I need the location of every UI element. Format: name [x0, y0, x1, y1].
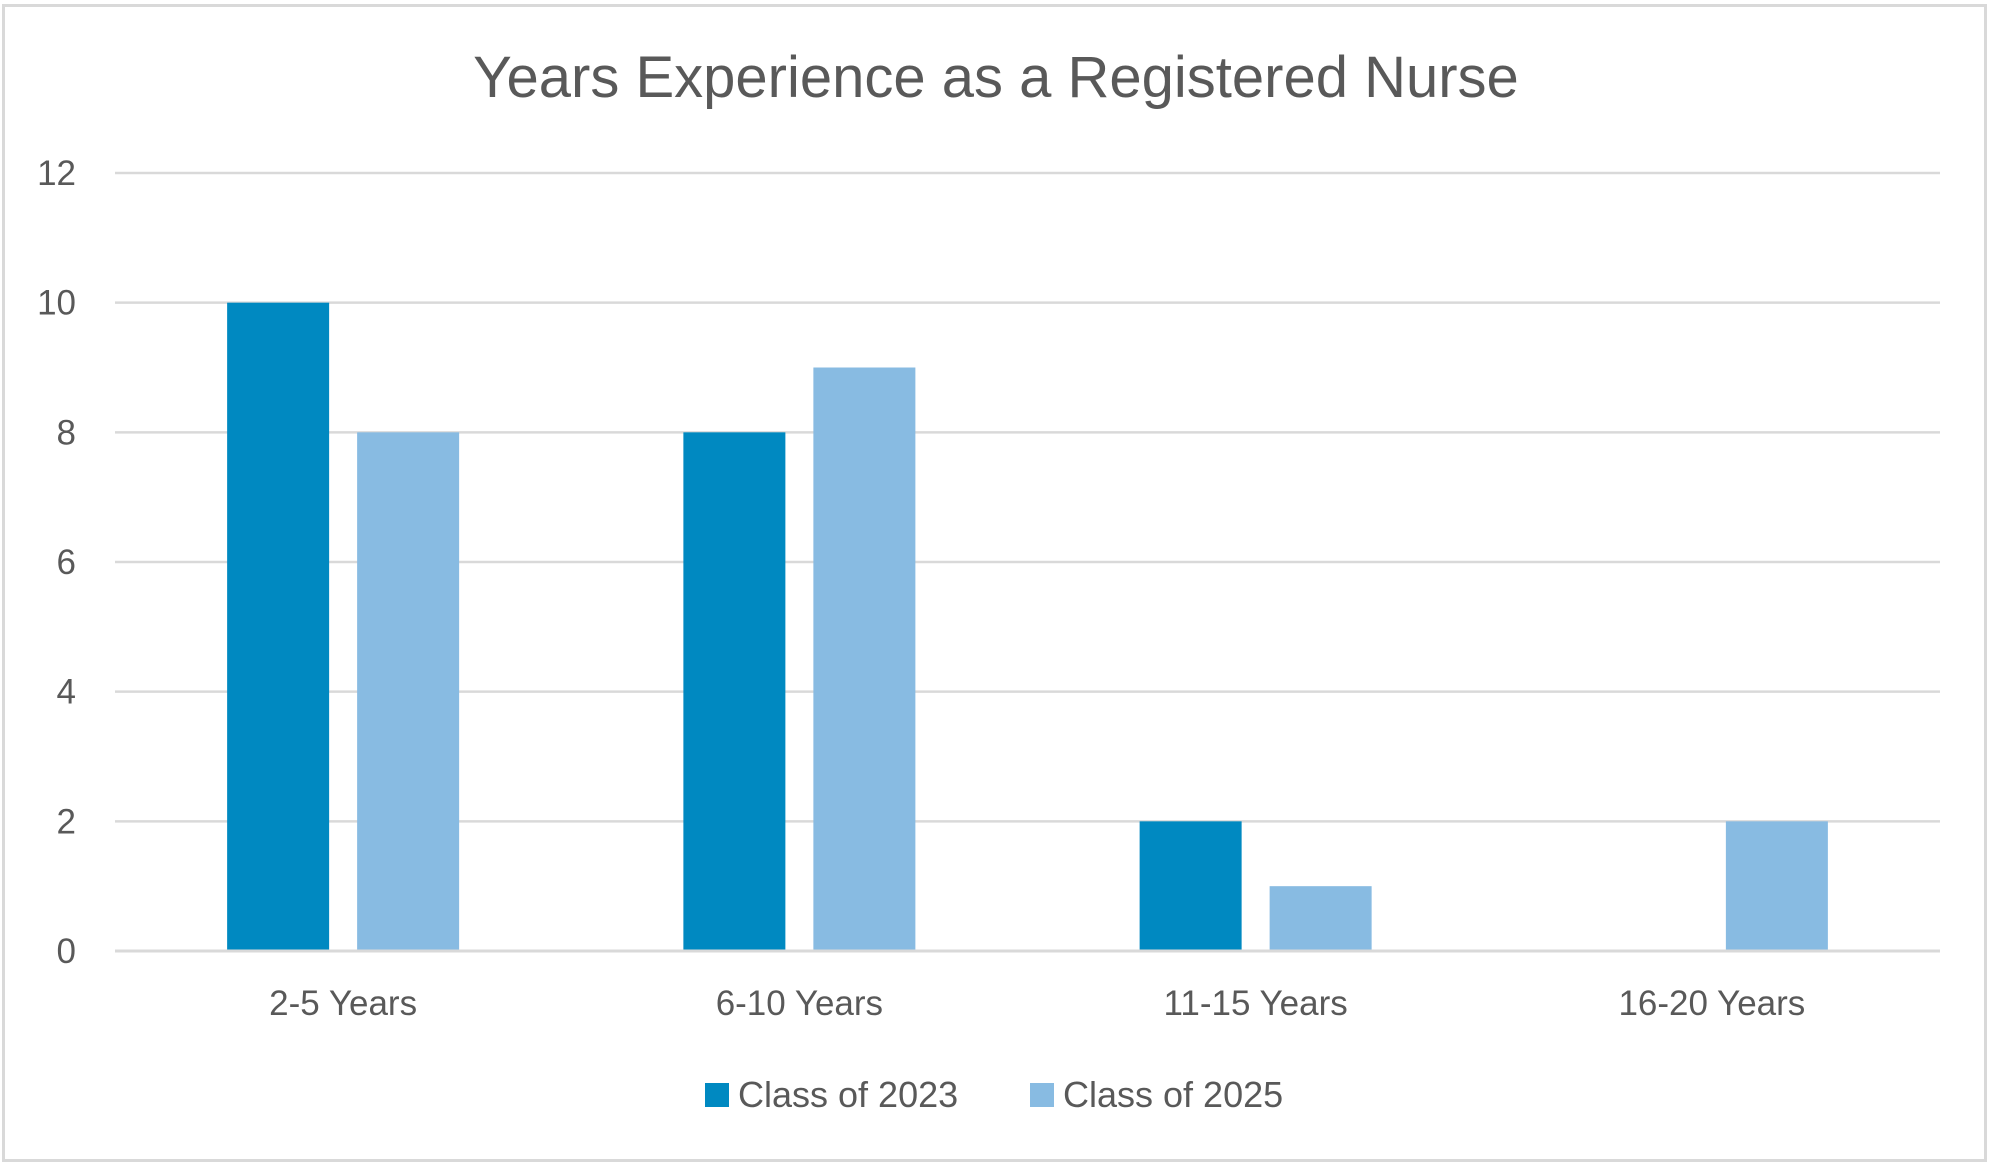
x-tick-label: 6-10 Years [716, 984, 883, 1023]
chart-frame [2, 4, 1987, 1162]
bars [227, 302, 1828, 952]
y-axis-tick-labels: 0 2 4 6 8 10 12 [37, 154, 76, 971]
legend-swatch [1030, 1083, 1054, 1107]
y-tick-label: 2 [57, 802, 76, 841]
legend-label: Class of 2025 [1063, 1074, 1283, 1115]
chart-title: Years Experience as a Registered Nurse [473, 45, 1519, 110]
x-tick-label: 2-5 Years [269, 984, 417, 1023]
y-tick-label: 0 [57, 932, 76, 971]
x-tick-label: 16-20 Years [1618, 984, 1805, 1023]
x-tick-label: 11-15 Years [1164, 984, 1348, 1023]
bar-class-of-2023-11-15-years [1139, 821, 1242, 951]
y-tick-label: 8 [57, 413, 76, 452]
legend-label: Class of 2023 [738, 1074, 958, 1115]
legend-swatch [705, 1083, 729, 1107]
y-tick-label: 6 [57, 543, 76, 582]
bar-class-of-2023-2-5-years [227, 302, 330, 952]
y-tick-label: 12 [37, 154, 76, 193]
bar-class-of-2025-6-10-years [813, 367, 916, 951]
bar-class-of-2025-11-15-years [1269, 886, 1372, 951]
bar-class-of-2025-16-20-years [1725, 821, 1828, 951]
bar-class-of-2025-2-5-years [357, 432, 460, 951]
legend: Class of 2023 Class of 2025 [705, 1074, 1283, 1115]
bar-class-of-2023-6-10-years [683, 432, 786, 951]
y-tick-label: 10 [37, 284, 76, 323]
y-tick-label: 4 [57, 673, 76, 712]
x-axis-tick-labels: 2-5 Years 6-10 Years 11-15 Years 16-20 Year… [269, 984, 1805, 1023]
